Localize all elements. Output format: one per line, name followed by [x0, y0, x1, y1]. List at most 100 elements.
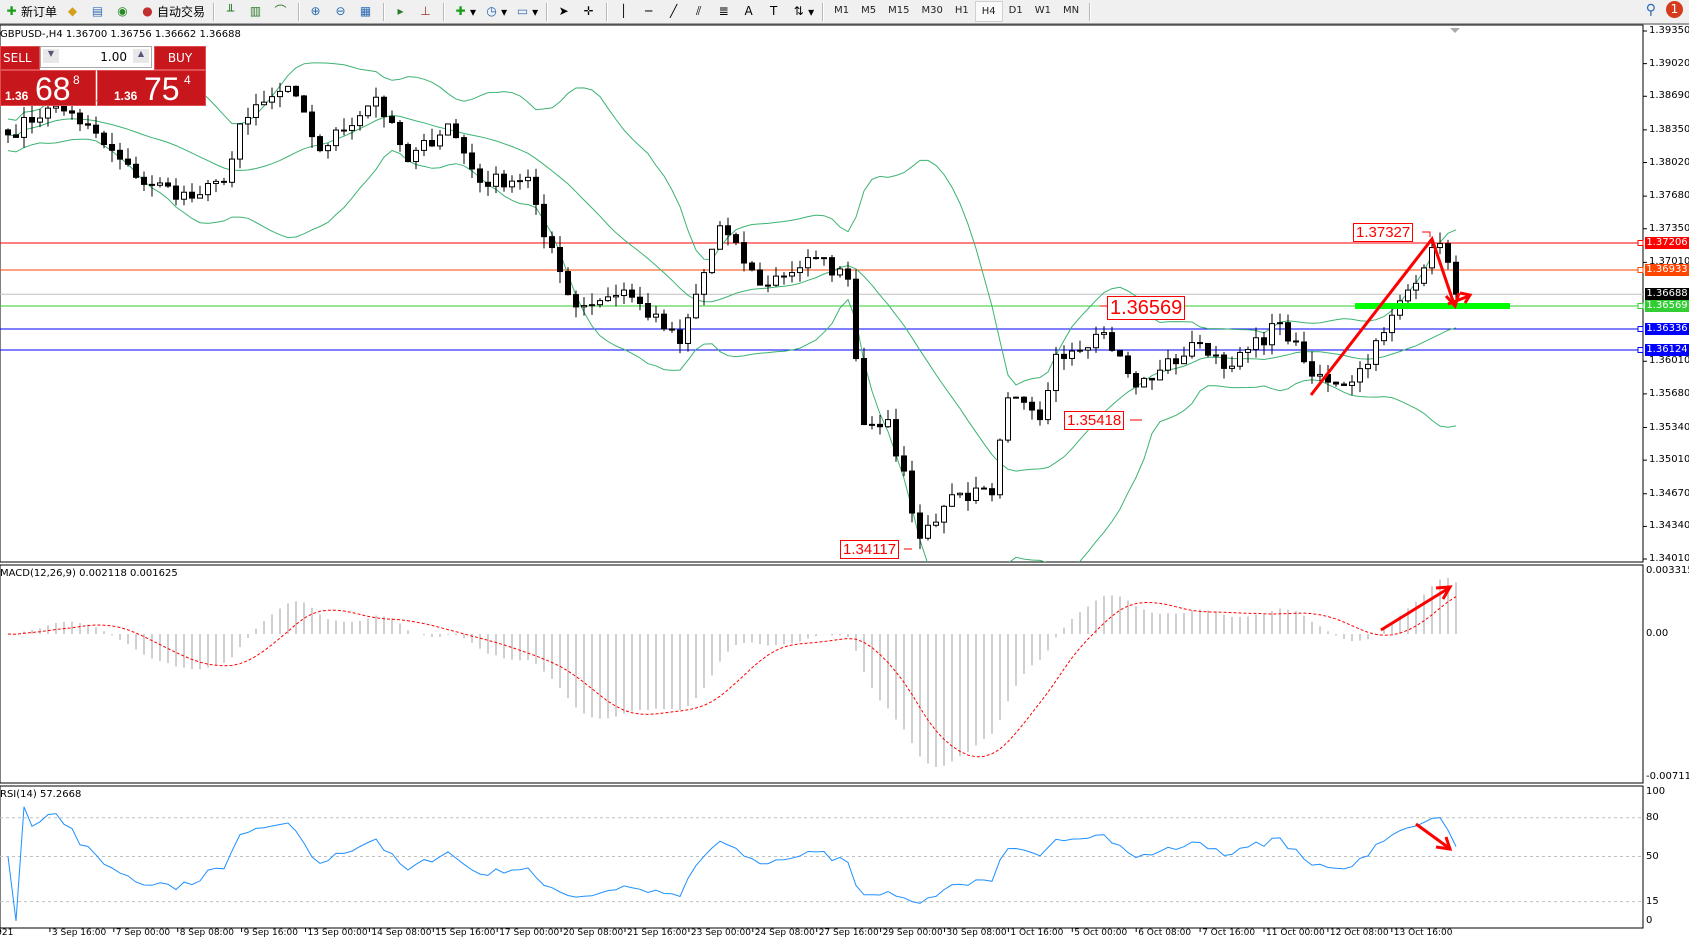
auto-trading-button[interactable]: ● 自动交易 — [136, 1, 209, 22]
lot-increase-button[interactable]: ▲ — [133, 49, 149, 63]
time-tick-label: 30 Sep 08:00 — [946, 928, 1007, 938]
candle-bear — [301, 95, 307, 113]
periods-button[interactable]: ◷ ▾ — [480, 1, 511, 22]
candle-bear — [741, 242, 747, 264]
timeframe-m1[interactable]: M1 — [834, 5, 850, 16]
horizontal-line-button[interactable]: ─ — [637, 1, 662, 22]
annotation-low[interactable]: 1.34117 — [840, 540, 900, 559]
candle-bear — [749, 262, 755, 271]
candle-bear — [101, 132, 107, 146]
candle-bull — [1357, 368, 1363, 383]
bar-chart-button[interactable]: ╨ — [219, 1, 244, 22]
sell-button[interactable]: SELL — [0, 46, 40, 70]
text-label-button[interactable]: T — [762, 1, 787, 22]
zoom-out-button[interactable]: ⊖ — [329, 1, 354, 22]
lot-decrease-button[interactable]: ▼ — [43, 49, 59, 63]
candle-bull — [1245, 349, 1251, 353]
candle-bull — [205, 183, 211, 196]
timeframe-d1[interactable]: D1 — [1008, 5, 1023, 16]
text-button[interactable]: A — [737, 1, 762, 22]
annotation-swing-low[interactable]: 1.35418 — [1064, 411, 1125, 430]
auto-trading-icon: ● — [142, 4, 153, 18]
templates-button[interactable]: ▭ ▾ — [516, 4, 539, 19]
line-chart-button[interactable]: ⌒ — [269, 1, 294, 22]
candle-bear — [1341, 383, 1347, 386]
vertical-line-button[interactable]: │ — [612, 1, 637, 22]
candle-bull — [773, 275, 779, 286]
channel-button[interactable]: ⫽ — [687, 1, 712, 22]
cursor-button[interactable]: ➤ — [552, 1, 577, 22]
price-line-handle — [1637, 326, 1644, 333]
annotation-level[interactable]: 1.36569 — [1107, 296, 1186, 320]
timeframe-mn[interactable]: MN — [1062, 5, 1080, 16]
price-tick-label: 1.38690 — [1649, 90, 1689, 102]
candle-bear — [501, 173, 507, 188]
candle-bear — [477, 168, 483, 183]
divider — [822, 2, 825, 21]
candle-bull — [1069, 350, 1075, 359]
candle-bull — [1189, 342, 1195, 357]
candle-bull — [53, 105, 59, 109]
time-tick-label: 3 Sep 16:00 — [51, 928, 107, 938]
candle-bull — [37, 117, 43, 123]
annotation-high[interactable]: 1.37327 — [1353, 223, 1414, 242]
diamond-icon: ◆ — [67, 4, 78, 18]
candle-bull — [701, 272, 707, 295]
candle-bull — [1317, 373, 1323, 377]
lot-size-input[interactable]: ▼ 1.00 ▲ — [40, 46, 152, 68]
candle-bull — [1229, 365, 1235, 369]
auto-scroll-button[interactable]: ▸ — [389, 1, 414, 22]
timeframe-w1[interactable]: W1 — [1034, 5, 1051, 16]
candle-bull — [421, 140, 427, 151]
notification-badge[interactable]: 1 — [1666, 1, 1683, 18]
sell-price[interactable]: 1.36 68 8 — [0, 70, 96, 107]
candle-bear — [93, 124, 99, 134]
candle-bear — [133, 163, 139, 178]
tile-windows-button[interactable]: ▦ — [354, 1, 379, 22]
timeframe-h1[interactable]: H1 — [954, 5, 969, 16]
chart-shift-button[interactable]: ⊥ — [414, 1, 439, 22]
time-tick-label: 20 Sep 08:00 — [563, 928, 624, 938]
candle-bull — [997, 439, 1003, 496]
trendline-button[interactable]: ╱ — [662, 1, 687, 22]
candle-bull — [1165, 358, 1171, 371]
trendline-icon: ╱ — [670, 4, 678, 18]
timeframe-m5[interactable]: M5 — [861, 5, 877, 16]
terminal-button[interactable]: ▤ — [86, 1, 111, 22]
candle-bear — [453, 123, 459, 139]
timeframe-m30[interactable]: M30 — [921, 5, 943, 16]
candlestick-button[interactable]: ▥ — [244, 1, 269, 22]
candle-bull — [885, 419, 891, 428]
new-order-button[interactable]: ✚ 新订单 — [0, 1, 61, 22]
candle-bull — [365, 105, 371, 117]
buy-price[interactable]: 1.36 75 4 — [97, 70, 206, 107]
candle-bear — [637, 296, 643, 305]
cursor-icon: ➤ — [558, 4, 569, 18]
arrows-button[interactable]: ⇅ ▾ — [787, 1, 818, 22]
candle-bear — [565, 271, 571, 296]
buy-button[interactable]: BUY — [154, 46, 206, 70]
candle-bull — [805, 257, 811, 269]
timeframe-m15[interactable]: M15 — [888, 5, 910, 16]
timeframe-h4[interactable]: H4 — [974, 1, 1003, 22]
fibonacci-button[interactable]: ≣ — [712, 1, 737, 22]
candle-bear — [1293, 340, 1299, 343]
market-watch-button[interactable]: ◆ — [61, 1, 86, 22]
candle-bull — [373, 96, 379, 107]
indicators-button[interactable]: ✚ ▾ — [449, 1, 480, 22]
price-tick-label: 1.34010 — [1649, 553, 1689, 565]
candle-bull — [925, 524, 931, 539]
signals-button[interactable]: ◉ — [111, 1, 136, 22]
zoom-in-button[interactable]: ⊕ — [304, 1, 329, 22]
crosshair-button[interactable]: ✛ — [577, 1, 602, 22]
candle-bear — [1261, 337, 1267, 346]
candle-bear — [669, 328, 675, 331]
grid-icon: ▦ — [359, 4, 372, 18]
search-icon[interactable]: ⚲ — [1645, 1, 1656, 18]
zoom-in-icon: ⊕ — [310, 4, 321, 18]
candle-bear — [813, 257, 819, 260]
rsi-line — [7, 806, 1457, 922]
candle-bear — [293, 85, 299, 97]
candle-bull — [349, 125, 355, 131]
